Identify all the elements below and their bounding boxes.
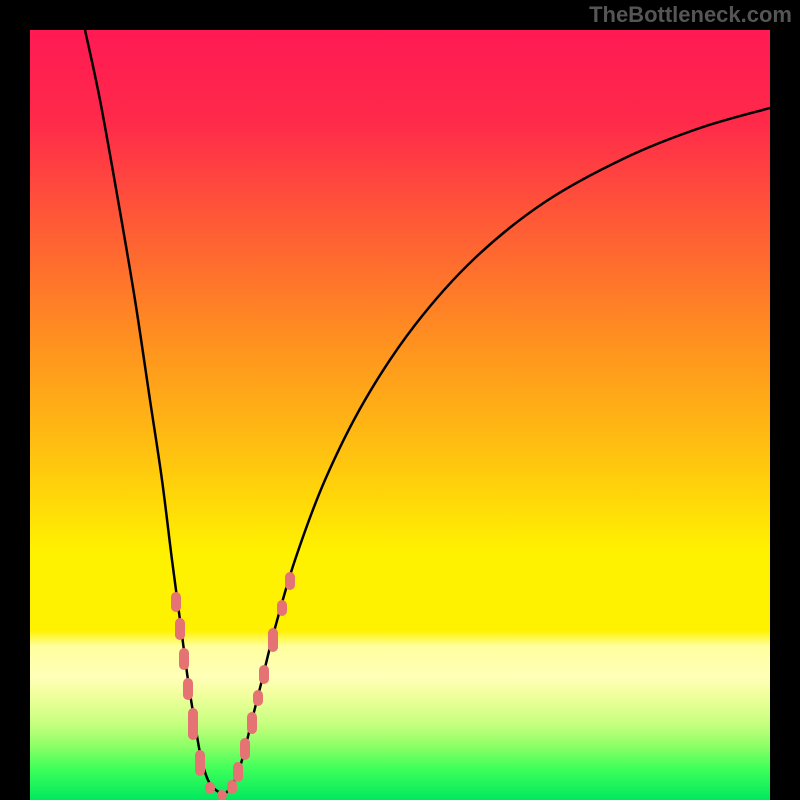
marker-capsule [175,618,185,640]
marker-capsule [227,780,237,794]
marker-capsule [277,600,287,616]
bottleneck-chart [0,0,800,800]
marker-capsule [247,712,257,734]
marker-capsule [217,790,227,800]
marker-capsule [240,738,250,760]
gradient-background [30,30,770,800]
marker-capsule [171,592,181,612]
marker-capsule [259,665,269,684]
marker-capsule [268,628,278,652]
marker-capsule [195,750,205,776]
marker-capsule [233,762,243,782]
marker-capsule [188,708,198,740]
marker-capsule [285,572,295,590]
watermark-text: TheBottleneck.com [589,2,792,28]
marker-capsule [183,678,193,700]
marker-capsule [253,690,263,706]
marker-capsule [179,648,189,670]
marker-capsule [205,782,215,794]
